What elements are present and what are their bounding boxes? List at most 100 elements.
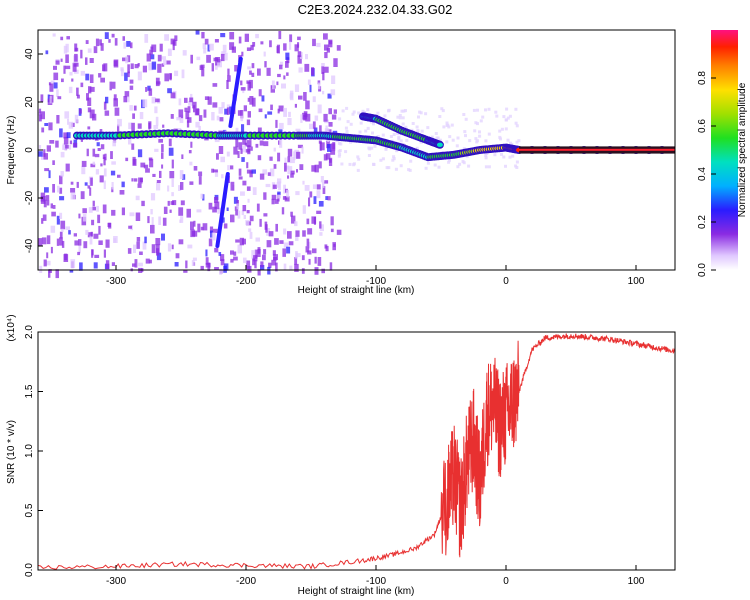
noise-speckle xyxy=(159,43,163,52)
noise-speckle xyxy=(264,221,268,230)
noise-speckle xyxy=(43,259,47,267)
noise-speckle xyxy=(395,149,399,153)
noise-speckle xyxy=(252,187,257,195)
noise-speckle xyxy=(220,33,226,38)
noise-speckle xyxy=(203,48,207,54)
noise-speckle xyxy=(38,114,42,122)
noise-speckle xyxy=(69,269,74,273)
noise-speckle xyxy=(132,113,135,119)
noise-speckle xyxy=(43,149,46,157)
noise-speckle xyxy=(187,244,193,249)
noise-speckle xyxy=(387,166,391,170)
noise-speckle xyxy=(74,53,78,62)
noise-speckle xyxy=(145,168,150,173)
noise-speckle xyxy=(485,152,489,155)
noise-speckle xyxy=(128,135,132,145)
noise-speckle xyxy=(337,141,341,145)
noise-speckle xyxy=(294,221,298,227)
noise-speckle xyxy=(426,126,430,130)
noise-speckle xyxy=(41,127,45,133)
noise-speckle xyxy=(376,111,380,115)
noise-speckle xyxy=(241,124,245,133)
noise-speckle xyxy=(184,97,188,103)
noise-speckle xyxy=(142,99,148,108)
noise-speckle xyxy=(40,196,46,204)
noise-speckle xyxy=(95,38,100,47)
noise-speckle xyxy=(59,128,63,138)
noise-speckle xyxy=(279,61,284,66)
noise-speckle xyxy=(321,63,325,67)
noise-speckle xyxy=(325,153,331,160)
noise-speckle xyxy=(191,260,195,266)
noise-speckle xyxy=(260,41,264,45)
noise-speckle xyxy=(164,34,169,41)
noise-speckle xyxy=(185,260,188,269)
noise-speckle xyxy=(407,168,411,172)
noise-speckle xyxy=(404,125,408,129)
noise-speckle xyxy=(123,42,126,49)
noise-speckle xyxy=(178,185,182,191)
noise-speckle xyxy=(222,44,227,53)
noise-speckle xyxy=(214,63,218,70)
noise-speckle xyxy=(171,178,174,187)
noise-speckle xyxy=(83,241,88,249)
noise-speckle xyxy=(135,195,140,201)
noise-speckle xyxy=(174,35,178,41)
noise-speckle xyxy=(214,170,219,177)
spectrogram-x-ticks: -300 -200 -100 0 100 xyxy=(106,265,645,287)
noise-speckle xyxy=(401,122,405,126)
noise-speckle xyxy=(81,160,87,167)
noise-speckle xyxy=(209,226,214,233)
noise-speckle xyxy=(46,200,50,206)
noise-speckle xyxy=(333,58,338,67)
noise-speckle xyxy=(180,182,184,190)
noise-speckle xyxy=(338,117,342,121)
y-tick-label: 2.0 xyxy=(24,325,35,339)
noise-speckle xyxy=(247,82,251,91)
noise-speckle xyxy=(331,75,336,84)
noise-speckle xyxy=(281,207,285,215)
noise-speckle xyxy=(47,94,50,103)
noise-speckle xyxy=(297,144,303,149)
noise-speckle xyxy=(153,125,159,129)
noise-speckle xyxy=(345,106,349,110)
noise-speckle xyxy=(371,131,374,135)
snr-y-axis-label: SNR (10 * v/v) xyxy=(6,420,17,484)
noise-speckle xyxy=(85,40,89,44)
noise-speckle xyxy=(332,142,336,150)
noise-speckle xyxy=(441,109,445,113)
x-tick-label: 0 xyxy=(503,576,509,587)
noise-speckle xyxy=(88,207,93,213)
noise-speckle xyxy=(80,191,85,200)
noise-speckle xyxy=(140,162,146,168)
noise-speckle xyxy=(68,144,72,150)
noise-speckle xyxy=(275,262,278,272)
noise-speckle xyxy=(166,60,171,65)
noise-speckle xyxy=(94,254,100,258)
noise-speckle xyxy=(392,155,396,159)
noise-speckle xyxy=(289,34,293,43)
noise-speckle xyxy=(258,108,263,113)
noise-speckle xyxy=(314,115,319,121)
noise-speckle xyxy=(155,238,161,246)
noise-speckle xyxy=(156,252,162,261)
noise-speckle xyxy=(330,216,334,226)
noise-speckle xyxy=(108,39,111,43)
noise-speckle xyxy=(205,257,209,265)
noise-speckle xyxy=(43,199,47,208)
noise-speckle xyxy=(150,193,156,201)
noise-speckle xyxy=(247,66,251,70)
noise-speckle xyxy=(53,82,58,89)
noise-speckle xyxy=(266,228,271,236)
noise-speckle xyxy=(245,220,250,226)
noise-speckle xyxy=(172,40,177,46)
noise-speckle xyxy=(261,95,265,102)
noise-speckle xyxy=(171,159,174,169)
noise-speckle xyxy=(305,54,308,60)
noise-speckle xyxy=(289,265,293,271)
noise-speckle xyxy=(167,200,170,206)
noise-speckle xyxy=(404,109,407,113)
noise-speckle xyxy=(288,241,294,246)
noise-speckle xyxy=(72,62,77,72)
noise-speckle xyxy=(263,213,268,217)
